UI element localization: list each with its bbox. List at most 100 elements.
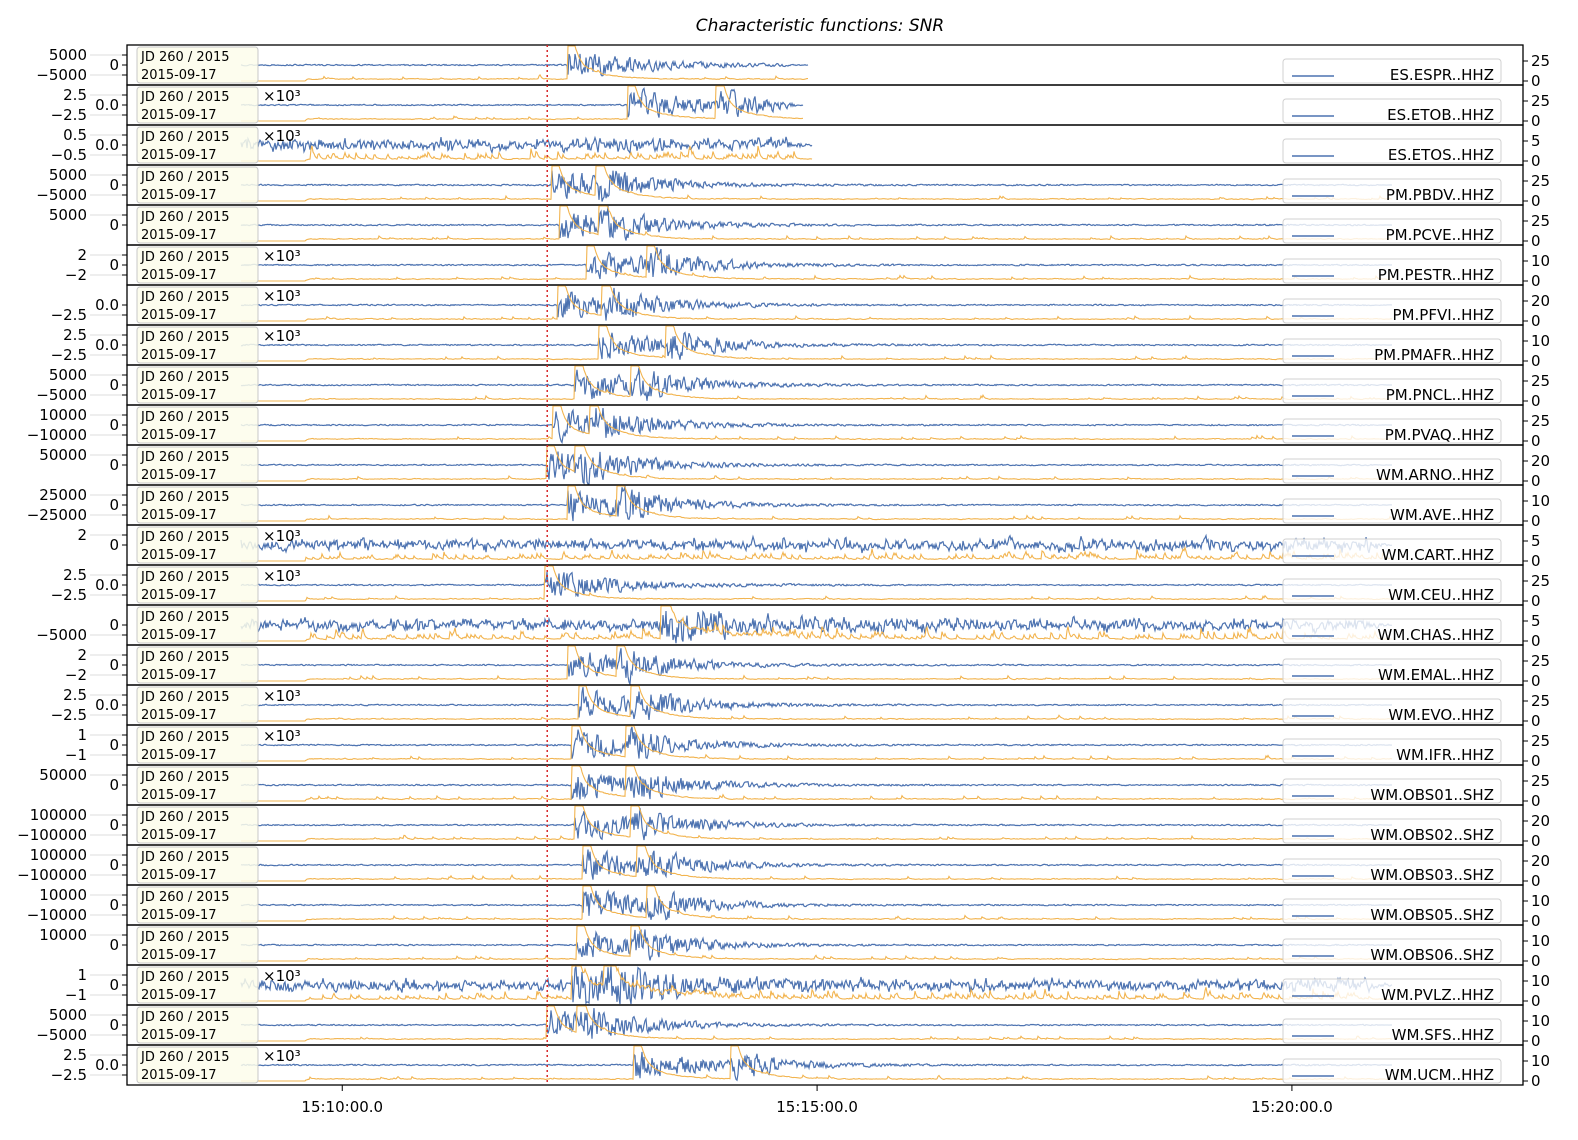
left-tick-label: −5000: [36, 626, 87, 644]
date-label: 2015-09-17: [141, 68, 217, 83]
date-label: 2015-09-17: [141, 588, 217, 603]
date-label: 2015-09-17: [141, 548, 217, 563]
left-tick-label: 0: [109, 616, 119, 634]
trace-panel: JD 260 / 2015 2015-09-17 WM.SFS..HHZ 5000 0 −…: [36, 1004, 1550, 1050]
date-box: [136, 806, 259, 844]
left-tick-label: 5000: [49, 206, 87, 224]
right-tick-label: 0: [1531, 872, 1541, 890]
left-tick-label: 0: [109, 1016, 119, 1034]
date-box: [136, 166, 259, 204]
legend-box: [1282, 538, 1502, 564]
legend-box: [1282, 98, 1502, 124]
station-label: PM.PNCL..HHZ: [1386, 386, 1494, 404]
station-label: WM.OBS01..SHZ: [1370, 786, 1494, 804]
date-box: [136, 966, 259, 1004]
left-tick-label: 0: [109, 816, 119, 834]
left-tick-label: −2.5: [51, 586, 87, 604]
left-tick-label: 0: [109, 536, 119, 554]
trace-panel: JD 260 / 2015 2015-09-17 PM.PNCL..HHZ 5000 0…: [36, 364, 1550, 410]
right-tick-label: 0: [1531, 152, 1541, 170]
date-label: 2015-09-17: [141, 1068, 217, 1083]
date-label: 2015-09-17: [141, 988, 217, 1003]
right-tick-label: 0: [1531, 912, 1541, 930]
date-box: [136, 646, 259, 684]
legend-box: [1282, 698, 1502, 724]
snr-characteristic-function: [241, 445, 1393, 482]
left-tick-label: 0: [109, 216, 119, 234]
legend-box: [1282, 418, 1502, 444]
trace-panel: JD 260 / 2015 2015-09-17 WM.OBS02..SHZ 1000…: [17, 804, 1550, 850]
left-tick-label: −2: [65, 666, 87, 684]
legend-box: [1282, 178, 1502, 204]
date-label: 2015-09-17: [141, 628, 217, 643]
station-label: WM.OBS02..SHZ: [1370, 826, 1494, 844]
waveform-trace: [240, 609, 1393, 644]
legend-box: [1282, 338, 1502, 364]
right-tick-label: 0: [1531, 792, 1541, 810]
left-tick-label: −0.5: [51, 146, 87, 164]
left-tick-label: 0.0: [95, 136, 119, 154]
right-tick-label: 0: [1531, 472, 1541, 490]
snr-characteristic-function: [241, 485, 1393, 522]
trace-panel: JD 260 / 2015 2015-09-17 ×10³ WM.CART..HHZ 2…: [77, 524, 1541, 570]
legend-box: [1282, 378, 1502, 404]
julian-day-label: JD 260 / 2015: [140, 810, 230, 825]
waveform-trace: [240, 407, 1393, 445]
left-tick-label: 0: [109, 976, 119, 994]
date-box: [136, 606, 259, 644]
julian-day-label: JD 260 / 2015: [140, 610, 230, 625]
left-tick-label: −1: [65, 746, 87, 764]
julian-day-label: JD 260 / 2015: [140, 690, 230, 705]
left-tick-label: 0: [109, 656, 119, 674]
station-label: WM.CEU..HHZ: [1388, 586, 1494, 604]
left-tick-label: 0.0: [95, 696, 119, 714]
date-label: 2015-09-17: [141, 868, 217, 883]
station-label: PM.PMAFR..HHZ: [1374, 346, 1494, 364]
trace-panel: JD 260 / 2015 2015-09-17 WM.CHAS..HHZ 0 −500…: [36, 604, 1541, 650]
julian-day-label: JD 260 / 2015: [140, 90, 230, 105]
left-tick-label: 0.0: [95, 1056, 119, 1074]
date-label: 2015-09-17: [141, 108, 217, 123]
station-label: ES.ETOS..HHZ: [1388, 146, 1494, 164]
right-tick-label: 0: [1531, 552, 1541, 570]
station-label: WM.SFS..HHZ: [1392, 1026, 1494, 1044]
right-tick-label: 5: [1531, 532, 1541, 550]
legend-box: [1282, 298, 1502, 324]
legend-box: [1282, 738, 1502, 764]
left-tick-label: 0: [109, 856, 119, 874]
legend-box: [1282, 778, 1502, 804]
date-label: 2015-09-17: [141, 428, 217, 443]
left-tick-label: 10000: [39, 886, 87, 904]
snr-characteristic-function: [241, 685, 1393, 722]
station-label: PM.PCVE..HHZ: [1386, 226, 1494, 244]
date-box: [136, 126, 259, 164]
left-tick-label: 0: [109, 176, 119, 194]
station-label: WM.CHAS..HHZ: [1378, 626, 1494, 644]
right-tick-label: 25: [1531, 692, 1550, 710]
date-label: 2015-09-17: [141, 148, 217, 163]
julian-day-label: JD 260 / 2015: [140, 650, 230, 665]
right-tick-label: 0: [1531, 232, 1541, 250]
trace-panel: JD 260 / 2015 2015-09-17 WM.EMAL..HHZ 2 0 −2 2…: [65, 644, 1550, 690]
left-tick-label: 50000: [39, 766, 87, 784]
julian-day-label: JD 260 / 2015: [140, 130, 230, 145]
waveform-trace: [240, 726, 1393, 760]
left-tick-label: 0: [109, 256, 119, 274]
date-box: [136, 886, 259, 924]
trace-panel: JD 260 / 2015 2015-09-17 PM.PVAQ..HHZ 10000…: [27, 404, 1550, 450]
date-box: [136, 846, 259, 884]
left-tick-label: 0: [109, 496, 119, 514]
legend-box: [1282, 218, 1502, 244]
station-label: ES.ETOB..HHZ: [1387, 106, 1494, 124]
waveform-trace: [240, 929, 1393, 961]
waveform-trace: [241, 1008, 1392, 1039]
left-tick-label: 0: [109, 416, 119, 434]
julian-day-label: JD 260 / 2015: [140, 410, 230, 425]
left-tick-label: 5000: [49, 366, 87, 384]
left-tick-label: 0: [109, 776, 119, 794]
station-label: PM.PFVI..HHZ: [1393, 306, 1494, 324]
left-tick-label: −10000: [27, 426, 87, 444]
legend-box: [1282, 938, 1502, 964]
waveform-trace: [240, 533, 1393, 555]
